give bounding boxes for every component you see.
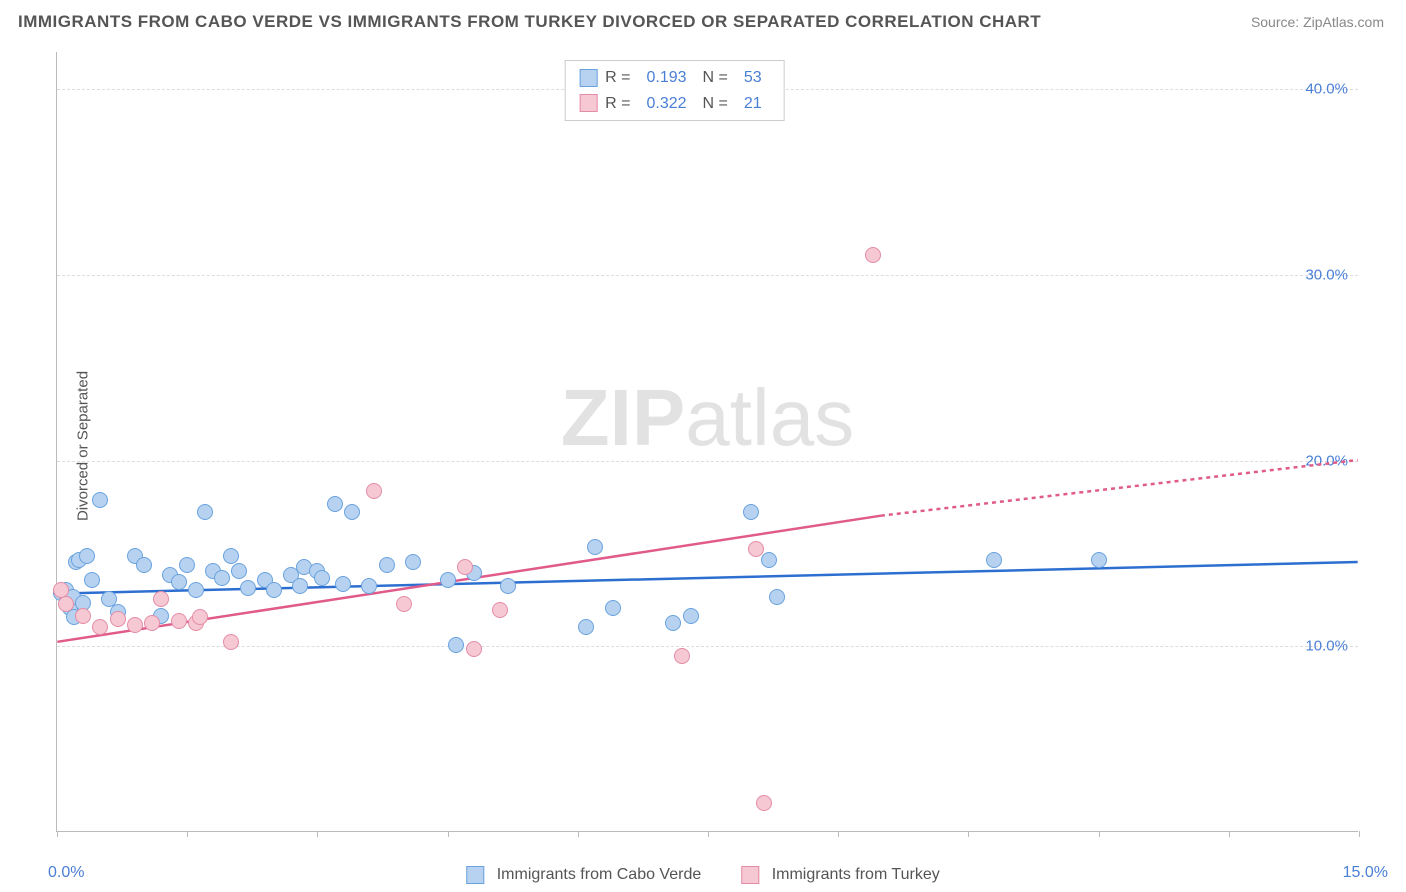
y-tick-label: 10.0%: [1305, 638, 1348, 655]
point-cabo-verde: [214, 570, 230, 586]
x-axis-min-label: 0.0%: [48, 864, 84, 882]
point-cabo-verde: [769, 589, 785, 605]
point-cabo-verde: [405, 554, 421, 570]
point-turkey: [366, 483, 382, 499]
point-cabo-verde: [240, 580, 256, 596]
point-cabo-verde: [761, 552, 777, 568]
point-turkey: [171, 613, 187, 629]
y-tick-label: 20.0%: [1305, 452, 1348, 469]
legend-item-turkey: Immigrants from Turkey: [741, 866, 939, 884]
point-cabo-verde: [171, 574, 187, 590]
point-cabo-verde: [986, 552, 1002, 568]
point-cabo-verde: [197, 504, 213, 520]
swatch-cabo-verde: [579, 69, 597, 87]
point-turkey: [153, 591, 169, 607]
point-cabo-verde: [361, 578, 377, 594]
point-turkey: [492, 602, 508, 618]
legend-stats-row-0: R = 0.193 N = 53: [579, 65, 770, 91]
point-cabo-verde: [587, 539, 603, 555]
point-cabo-verde: [335, 576, 351, 592]
x-axis-max-label: 15.0%: [1343, 864, 1388, 882]
point-cabo-verde: [231, 563, 247, 579]
trend-lines: [57, 52, 1358, 831]
plot-area: ZIPatlas 10.0% 20.0% 30.0% 40.0% R = 0.193 …: [56, 52, 1358, 832]
x-tick: [1099, 831, 1100, 837]
point-cabo-verde: [84, 572, 100, 588]
point-cabo-verde: [79, 548, 95, 564]
x-tick: [1229, 831, 1230, 837]
grid-line: [57, 646, 1358, 647]
point-cabo-verde: [665, 615, 681, 631]
point-cabo-verde: [188, 582, 204, 598]
point-turkey: [75, 608, 91, 624]
point-cabo-verde: [605, 600, 621, 616]
source-label: Source: ZipAtlas.com: [1251, 14, 1384, 30]
point-turkey: [92, 619, 108, 635]
point-turkey: [53, 582, 69, 598]
point-cabo-verde: [344, 504, 360, 520]
point-turkey: [748, 541, 764, 557]
point-turkey: [110, 611, 126, 627]
point-cabo-verde: [179, 557, 195, 573]
x-tick: [968, 831, 969, 837]
y-tick-label: 30.0%: [1305, 266, 1348, 283]
point-cabo-verde: [683, 608, 699, 624]
point-cabo-verde: [1091, 552, 1107, 568]
point-turkey: [144, 615, 160, 631]
point-turkey: [865, 247, 881, 263]
y-tick-label: 40.0%: [1305, 81, 1348, 98]
point-cabo-verde: [578, 619, 594, 635]
point-turkey: [223, 634, 239, 650]
swatch-turkey: [741, 866, 759, 884]
point-cabo-verde: [136, 557, 152, 573]
point-cabo-verde: [266, 582, 282, 598]
point-turkey: [674, 648, 690, 664]
x-tick: [448, 831, 449, 837]
swatch-cabo-verde: [466, 866, 484, 884]
legend-series: Immigrants from Cabo Verde Immigrants fr…: [466, 866, 939, 884]
x-tick: [317, 831, 318, 837]
legend-stats: R = 0.193 N = 53 R = 0.322 N = 21: [564, 60, 785, 121]
chart-title: IMMIGRANTS FROM CABO VERDE VS IMMIGRANTS…: [18, 12, 1041, 32]
point-turkey: [396, 596, 412, 612]
legend-item-cabo-verde: Immigrants from Cabo Verde: [466, 866, 701, 884]
x-tick: [1359, 831, 1360, 837]
legend-stats-row-1: R = 0.322 N = 21: [579, 91, 770, 117]
point-cabo-verde: [379, 557, 395, 573]
point-turkey: [58, 596, 74, 612]
point-cabo-verde: [223, 548, 239, 564]
point-cabo-verde: [448, 637, 464, 653]
swatch-turkey: [579, 94, 597, 112]
x-tick: [838, 831, 839, 837]
point-cabo-verde: [500, 578, 516, 594]
x-tick: [187, 831, 188, 837]
point-cabo-verde: [314, 570, 330, 586]
x-tick: [708, 831, 709, 837]
point-cabo-verde: [743, 504, 759, 520]
point-turkey: [466, 641, 482, 657]
grid-line: [57, 461, 1358, 462]
point-turkey: [127, 617, 143, 633]
grid-line: [57, 275, 1358, 276]
point-cabo-verde: [92, 492, 108, 508]
x-tick: [57, 831, 58, 837]
x-tick: [578, 831, 579, 837]
point-cabo-verde: [327, 496, 343, 512]
point-turkey: [457, 559, 473, 575]
point-turkey: [192, 609, 208, 625]
point-turkey: [756, 795, 772, 811]
watermark: ZIPatlas: [561, 372, 854, 464]
point-cabo-verde: [292, 578, 308, 594]
point-cabo-verde: [440, 572, 456, 588]
